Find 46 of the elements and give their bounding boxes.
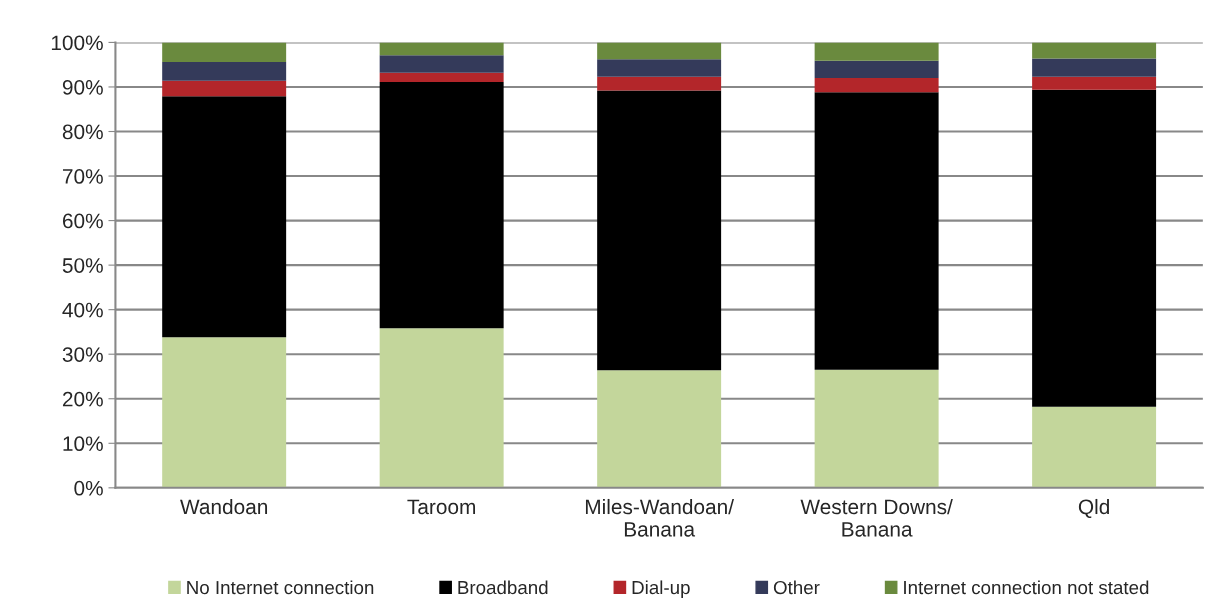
bar — [814, 78, 939, 93]
y-tick-label: 10% — [63, 436, 103, 452]
x-tick-label: Qld — [1078, 498, 1109, 518]
bar — [597, 59, 722, 77]
bar — [814, 369, 939, 488]
bar — [379, 72, 504, 83]
y-tick-label: 20% — [62, 391, 103, 407]
bar — [1032, 89, 1157, 407]
bar — [379, 42, 504, 56]
y-tick-label: 40% — [62, 302, 103, 318]
bar — [1032, 58, 1157, 77]
y-tick-label: 90% — [62, 79, 103, 95]
bar — [1032, 42, 1157, 59]
legend-label: Dial-up — [632, 580, 690, 598]
bar — [379, 328, 504, 488]
bar — [162, 62, 287, 81]
bar — [814, 60, 939, 79]
bar — [814, 92, 939, 370]
x-tick-label: Western Downs/ Banana — [800, 498, 953, 537]
bar — [162, 337, 287, 488]
y-tick-label: 30% — [62, 347, 103, 362]
bar — [379, 55, 504, 73]
y-tick-label: 60% — [62, 213, 103, 229]
legend-label: Other — [773, 580, 820, 595]
bar — [379, 82, 504, 329]
bar — [597, 76, 722, 91]
bar — [162, 42, 287, 63]
y-tick-label: 50% — [62, 258, 103, 273]
bar — [597, 90, 722, 371]
bar — [1032, 406, 1157, 488]
legend-label: No Internet connection — [187, 580, 374, 595]
x-tick-label: Taroom — [407, 499, 476, 515]
y-tick-label: 0% — [74, 480, 103, 496]
x-tick-label: Miles-Wandoan/ Banana — [585, 498, 735, 537]
y-tick-label: 70% — [62, 169, 103, 184]
bar — [1032, 76, 1157, 90]
bar — [814, 42, 939, 61]
bar — [597, 370, 722, 488]
legend-label: Broadband — [458, 580, 548, 595]
bar — [162, 96, 287, 338]
bar — [162, 80, 287, 97]
bar — [597, 42, 722, 60]
x-tick-label: Wandoan — [180, 498, 268, 515]
y-tick-label: 80% — [62, 124, 103, 140]
legend-label: Internet connection not stated — [904, 580, 1149, 595]
y-tick-label: 100% — [51, 35, 103, 51]
